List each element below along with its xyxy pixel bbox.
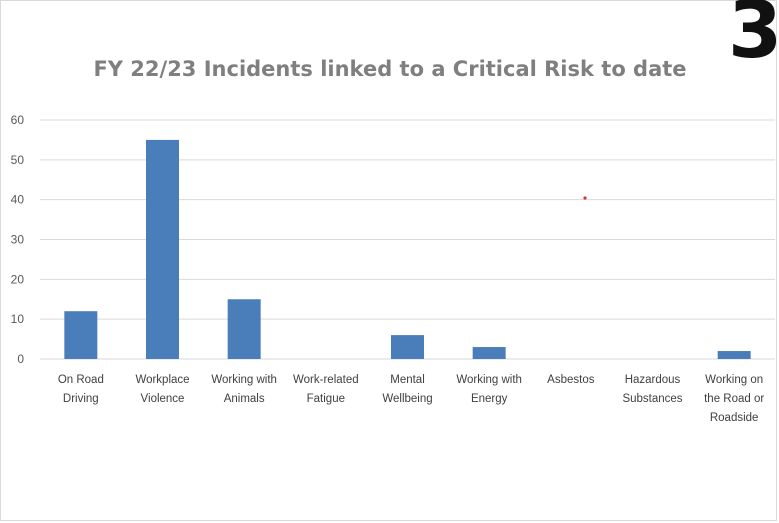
x-category-label: Working with Animals — [211, 374, 277, 405]
x-category-label-line: Driving — [63, 393, 99, 405]
x-category-label: Work-related Fatigue — [293, 374, 359, 405]
x-category-label-line: Animals — [224, 393, 265, 405]
x-category-label: Working with Energy — [456, 374, 522, 405]
x-category-label-line: Energy — [471, 393, 508, 405]
red-dot-marker — [583, 196, 587, 200]
x-category-label: Mental Wellbeing — [382, 374, 432, 405]
y-tick-label: 20 — [11, 272, 25, 286]
x-category-label-line: Working on — [705, 374, 763, 386]
y-axis-ticks: 0 10 20 30 40 50 60 — [11, 113, 25, 366]
x-category-label: Hazardous Substances — [622, 374, 682, 405]
y-tick-label: 50 — [11, 153, 25, 167]
chart-title: FY 22/23 Incidents linked to a Critical … — [93, 57, 686, 81]
x-category-label: Workplace Violence — [135, 374, 189, 405]
x-category-label-line: On Road — [58, 374, 104, 386]
x-category-label-line: Roadside — [710, 412, 759, 424]
slide-number: 3 — [728, 0, 779, 76]
x-category-label-line: Violence — [141, 393, 185, 405]
y-tick-label: 40 — [11, 193, 25, 207]
bar — [227, 299, 261, 359]
x-category-label-line: Workplace — [135, 374, 189, 386]
x-category-label-line: Asbestos — [547, 374, 595, 386]
x-category-label-line: Working with — [456, 374, 522, 386]
x-category-label-line: Mental — [390, 374, 425, 386]
x-category-label-line: the Road or — [704, 393, 764, 405]
x-category-label-line: Wellbeing — [382, 393, 432, 405]
x-category-label: Working on the Road or Roadside — [704, 374, 764, 424]
bar — [146, 139, 179, 359]
bar — [391, 335, 424, 359]
x-category-label-line: Work-related — [293, 374, 359, 386]
x-category-label-line: Fatigue — [307, 393, 345, 405]
y-tick-label: 0 — [17, 352, 24, 366]
bar — [472, 347, 506, 359]
bar — [717, 351, 751, 359]
x-category-label: Asbestos — [547, 374, 595, 386]
bar — [64, 311, 98, 359]
x-category-label: On Road Driving — [58, 374, 104, 405]
bars — [64, 139, 751, 359]
y-tick-label: 30 — [11, 233, 25, 247]
x-axis-labels: On Road Driving Workplace Violence Working w… — [58, 374, 765, 424]
x-category-label-line: Working with — [211, 374, 277, 386]
x-category-label-line: Hazardous — [625, 374, 681, 386]
y-tick-label: 60 — [11, 113, 25, 127]
x-category-label-line: Substances — [622, 393, 682, 405]
y-tick-label: 10 — [11, 312, 25, 326]
